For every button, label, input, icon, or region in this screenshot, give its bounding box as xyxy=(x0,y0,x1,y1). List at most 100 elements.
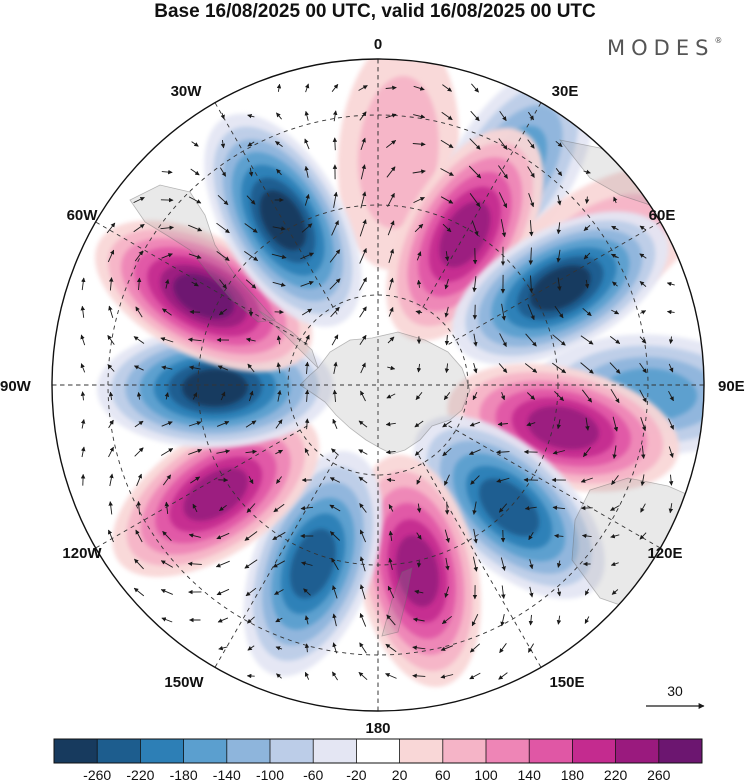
colorbar-bin xyxy=(442,739,487,763)
wind-vector xyxy=(556,615,562,625)
colorbar-label: 220 xyxy=(604,767,628,783)
wind-vector xyxy=(470,110,480,122)
wind-vector xyxy=(108,391,114,400)
wind-vector xyxy=(641,445,646,459)
wind-vector xyxy=(444,251,450,262)
wind-vector xyxy=(500,557,506,571)
wind-vector xyxy=(388,557,393,570)
colorbar-label: -180 xyxy=(170,767,198,783)
colorbar-label: -260 xyxy=(83,767,111,783)
wind-vector xyxy=(304,615,310,625)
wind-vector xyxy=(529,586,534,598)
wind-vector xyxy=(245,587,257,597)
wind-vector xyxy=(218,645,228,651)
wind-vector xyxy=(358,449,368,455)
wind-vector xyxy=(332,613,337,627)
wind-vector xyxy=(331,220,339,236)
wind-vector xyxy=(640,474,645,487)
colorbar-frame xyxy=(53,738,703,764)
wind-vector xyxy=(498,192,508,209)
wind-vector xyxy=(584,279,590,289)
wind-vector xyxy=(304,389,310,402)
wind-vector xyxy=(388,306,394,317)
wind-vector xyxy=(666,281,675,287)
wind-vector xyxy=(300,280,314,287)
brand-name: MODES xyxy=(607,36,715,60)
wind-vector xyxy=(385,643,397,653)
wind-vector xyxy=(304,165,309,178)
wind-vector xyxy=(526,421,536,427)
colorbar-bin xyxy=(572,739,616,763)
wind-vector xyxy=(580,477,593,483)
wind-vector xyxy=(277,389,282,402)
wind-vector xyxy=(108,419,114,429)
colorbar-bin xyxy=(226,739,271,763)
wind-vector xyxy=(639,336,647,344)
wind-vector xyxy=(412,141,426,147)
colorbar-label: 20 xyxy=(392,767,408,783)
wind-vector xyxy=(246,195,256,205)
wind-vector xyxy=(529,220,534,237)
wind-vector xyxy=(359,306,367,318)
wind-vector xyxy=(360,390,366,402)
longitude-label: 60W xyxy=(67,207,99,224)
wind-vector xyxy=(247,113,255,119)
wind-vector xyxy=(500,392,506,401)
wind-vector xyxy=(244,559,258,569)
wind-vector xyxy=(301,223,313,233)
wind-vector xyxy=(584,616,590,624)
longitude-label: 90E xyxy=(718,378,745,395)
wind-vector xyxy=(188,533,201,538)
anomaly-contour xyxy=(290,528,336,599)
wind-vector xyxy=(582,307,592,317)
wind-vector xyxy=(528,643,534,653)
meridian xyxy=(448,425,661,549)
longitude-label: 120W xyxy=(62,545,102,562)
wind-vector xyxy=(388,530,394,541)
wind-vector xyxy=(80,446,86,458)
wind-vector xyxy=(244,223,258,233)
wind-vector xyxy=(581,389,593,403)
wind-vector xyxy=(415,392,423,401)
wind-vector xyxy=(412,169,426,174)
wind-vector xyxy=(498,503,508,513)
longitude-label: 90W xyxy=(0,378,32,395)
wind-vector xyxy=(162,474,172,486)
wind-vector xyxy=(360,164,366,180)
wind-vector xyxy=(472,276,477,293)
brand-logo: MODES® xyxy=(607,36,722,60)
wind-vector xyxy=(136,500,142,515)
wind-vector xyxy=(108,277,114,291)
wind-vector xyxy=(220,112,225,120)
wind-vector xyxy=(248,390,254,402)
wind-vector xyxy=(246,503,256,513)
colorbar-bin xyxy=(529,739,573,763)
wind-vector xyxy=(527,139,535,149)
wind-vector xyxy=(245,420,257,428)
wind-vector xyxy=(528,111,534,121)
wind-vector xyxy=(416,363,422,373)
wind-vector xyxy=(528,532,534,541)
wind-vector xyxy=(304,193,310,206)
wind-vector xyxy=(639,532,647,540)
wind-vector xyxy=(187,561,202,567)
wind-vector xyxy=(360,137,366,151)
longitude-label: 30W xyxy=(171,83,203,100)
wind-vector xyxy=(552,505,566,511)
wind-vector xyxy=(276,673,282,679)
colorbar-label: 260 xyxy=(647,767,671,783)
wind-vector xyxy=(611,309,620,315)
wind-vector xyxy=(554,533,564,539)
wind-vector xyxy=(359,584,366,600)
wind-vector xyxy=(276,168,282,176)
wind-vector xyxy=(300,505,314,511)
wind-vector xyxy=(275,646,283,651)
wind-vector xyxy=(188,196,202,204)
wind-vector xyxy=(359,247,367,264)
wind-vector xyxy=(109,473,114,487)
colorbar-bin xyxy=(270,739,314,763)
wind-vector xyxy=(359,111,367,121)
wind-vector xyxy=(469,138,481,150)
wind-vector xyxy=(444,501,450,515)
colorbar-bin xyxy=(658,739,703,763)
